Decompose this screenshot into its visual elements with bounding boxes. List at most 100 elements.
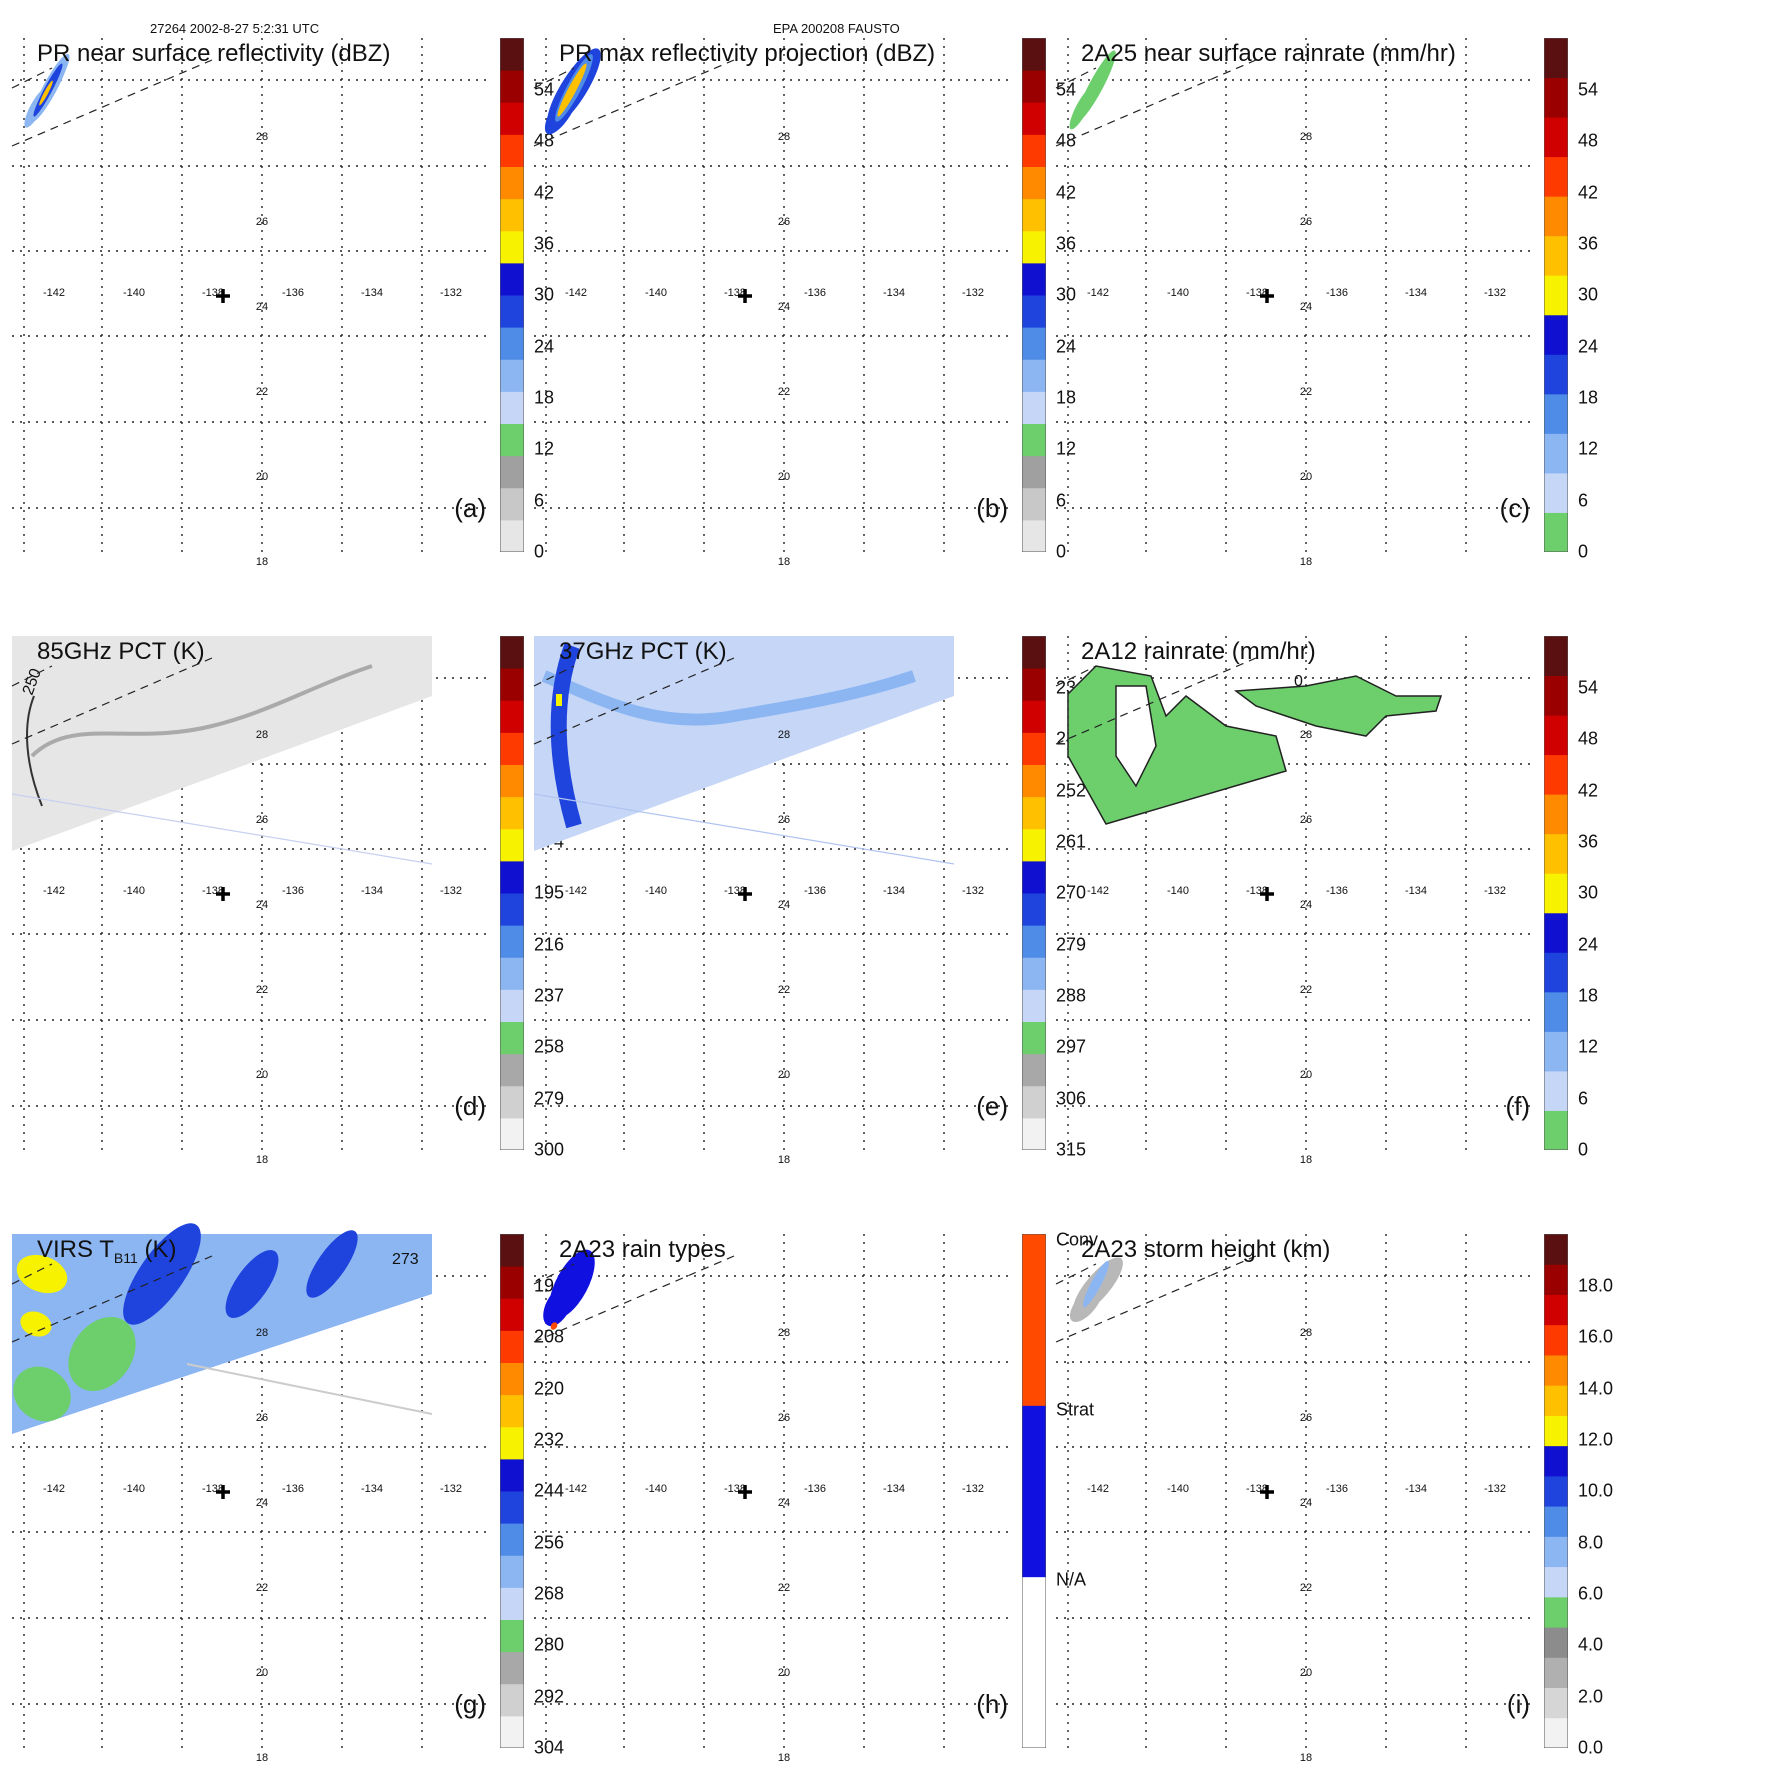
lat-tick-label: 18 <box>256 1752 268 1764</box>
lat-tick-label: 18 <box>256 556 268 568</box>
colorbar-tick-label: 24 <box>1056 336 1077 357</box>
colorbar-band <box>1022 732 1046 765</box>
colorbar-tick-label: 12.0 <box>1578 1429 1614 1450</box>
colorbar-tick-label: 36 <box>1578 233 1599 254</box>
lon-tick-label: -136 <box>804 1483 826 1495</box>
colorbar-tick-label: 280 <box>534 1634 565 1655</box>
lon-tick-label: -134 <box>361 1483 383 1495</box>
colorbar-band <box>1022 198 1046 232</box>
lat-tick-label: 20 <box>256 1667 268 1679</box>
storm-center-marker <box>738 289 752 303</box>
lon-tick-label: -140 <box>645 885 667 897</box>
lat-tick-label: 24 <box>1300 301 1312 313</box>
lon-tick-label: -142 <box>565 287 587 299</box>
lat-tick-label: 28 <box>256 1327 268 1339</box>
convective-cell <box>550 1322 558 1330</box>
colorbar-band <box>500 1394 524 1428</box>
colorbar-band <box>1022 989 1046 1022</box>
swath-edge-line <box>1055 665 1097 687</box>
lat-tick-label: 26 <box>778 1412 790 1424</box>
colorbar-band <box>500 423 524 457</box>
colorbar-tick-label: 297 <box>1056 1036 1087 1057</box>
storm-center-marker <box>216 887 230 901</box>
lat-tick-label: 18 <box>778 1154 790 1166</box>
colorbar-tick-label: 30 <box>1578 284 1599 305</box>
colorbar-tick-label: 48 <box>1578 130 1599 151</box>
colorbar-band <box>1022 1234 1046 1406</box>
pct-feature <box>30 664 373 758</box>
lon-tick-label: -134 <box>883 885 905 897</box>
panel-h: -142 -140 -138 -136 -134 -132 28 26 24 22 20 18 2A2… <box>533 1230 1098 1764</box>
colorbar-tick-label: 288 <box>1056 985 1087 1006</box>
lat-tick-label: 20 <box>778 471 790 483</box>
lon-tick-label: -142 <box>565 1483 587 1495</box>
colorbar-tick-label: 0.0 <box>1578 1737 1604 1758</box>
storm-center-marker <box>1260 289 1274 303</box>
colorbar-tick-label: Conv <box>1056 1229 1099 1250</box>
panel-title: PR max reflectivity projection (dBZ) <box>559 40 936 67</box>
lon-tick-label: -132 <box>1484 885 1506 897</box>
lon-tick-label: -140 <box>123 287 145 299</box>
colorbar-band <box>1544 1506 1568 1537</box>
colorbar-tick-label: 16.0 <box>1578 1326 1614 1347</box>
colorbar-band <box>1544 275 1568 316</box>
colorbar-band <box>500 1021 524 1055</box>
lat-tick-label: 20 <box>256 471 268 483</box>
colorbar <box>1022 1234 1046 1748</box>
colorbar-band <box>500 134 524 167</box>
warm-cloud <box>68 1316 136 1392</box>
rain-core-high <box>557 63 587 117</box>
lon-tick-label: -142 <box>43 885 65 897</box>
title-main: VIRS T <box>37 1236 114 1263</box>
colorbar-band <box>1022 230 1046 264</box>
colorbar-band <box>1022 166 1046 200</box>
title-subscript: B11 <box>113 1249 138 1266</box>
swath-edge-line <box>11 665 53 687</box>
colorbar-band <box>1544 1596 1568 1628</box>
colorbar-band <box>1022 38 1046 71</box>
colorbar-band <box>500 700 524 733</box>
lat-tick-label: 26 <box>778 216 790 228</box>
colorbar-band <box>1022 957 1046 990</box>
colorbar <box>1022 38 1046 552</box>
lon-tick-label: -134 <box>1405 1483 1427 1495</box>
lat-tick-label: 24 <box>778 1497 790 1509</box>
colorbar-band <box>1022 893 1046 926</box>
colorbar-tick-label: 0 <box>1578 1139 1589 1160</box>
colorbar-tick-label: 237 <box>534 985 565 1006</box>
colorbar-band <box>1544 1070 1568 1111</box>
colorbar-band <box>500 262 524 296</box>
colorbar-tick-label: 232 <box>534 1429 565 1450</box>
panel-a: -142 -140 -138 -136 -134 -132 28 26 24 22 20 18 PR … <box>11 38 554 568</box>
lat-tick-label: 26 <box>1300 1412 1312 1424</box>
colorbar-band <box>1022 519 1046 552</box>
colorbar-tick-label: Strat <box>1056 1399 1095 1420</box>
panel-f: 0 -142 -140 -138 -136 -134 -132 28 26 24 22 20 18 2A… <box>1055 636 1598 1166</box>
lon-tick-label: -136 <box>282 1483 304 1495</box>
colorbar-tick-label: 36 <box>1578 831 1599 852</box>
lat-tick-label: 18 <box>1300 556 1312 568</box>
colorbar-tick-label: 279 <box>1056 934 1087 955</box>
colorbar-tick-label: 268 <box>534 1583 565 1604</box>
colorbar-tick-label: 42 <box>1056 182 1077 203</box>
colorbar-band <box>500 764 524 798</box>
colorbar-band <box>1544 1717 1568 1748</box>
colorbar-band <box>1544 873 1568 914</box>
colorbar-band <box>500 636 524 669</box>
lon-tick-label: -134 <box>361 885 383 897</box>
colorbar-band <box>1544 156 1568 197</box>
lat-tick-label: 24 <box>256 899 268 911</box>
colorbar-band <box>1544 1536 1568 1568</box>
colorbar-tick-label: 24 <box>534 336 555 357</box>
lat-tick-label: 18 <box>256 1154 268 1166</box>
colorbar-tick-label: 54 <box>1056 79 1077 100</box>
rain-area <box>1069 86 1095 130</box>
panel-label: (i) <box>1506 1689 1530 1719</box>
colorbar-band <box>1022 1085 1046 1119</box>
colorbar-band <box>500 487 524 521</box>
colorbar-band <box>1022 636 1046 669</box>
colorbar-band <box>1544 1687 1568 1719</box>
